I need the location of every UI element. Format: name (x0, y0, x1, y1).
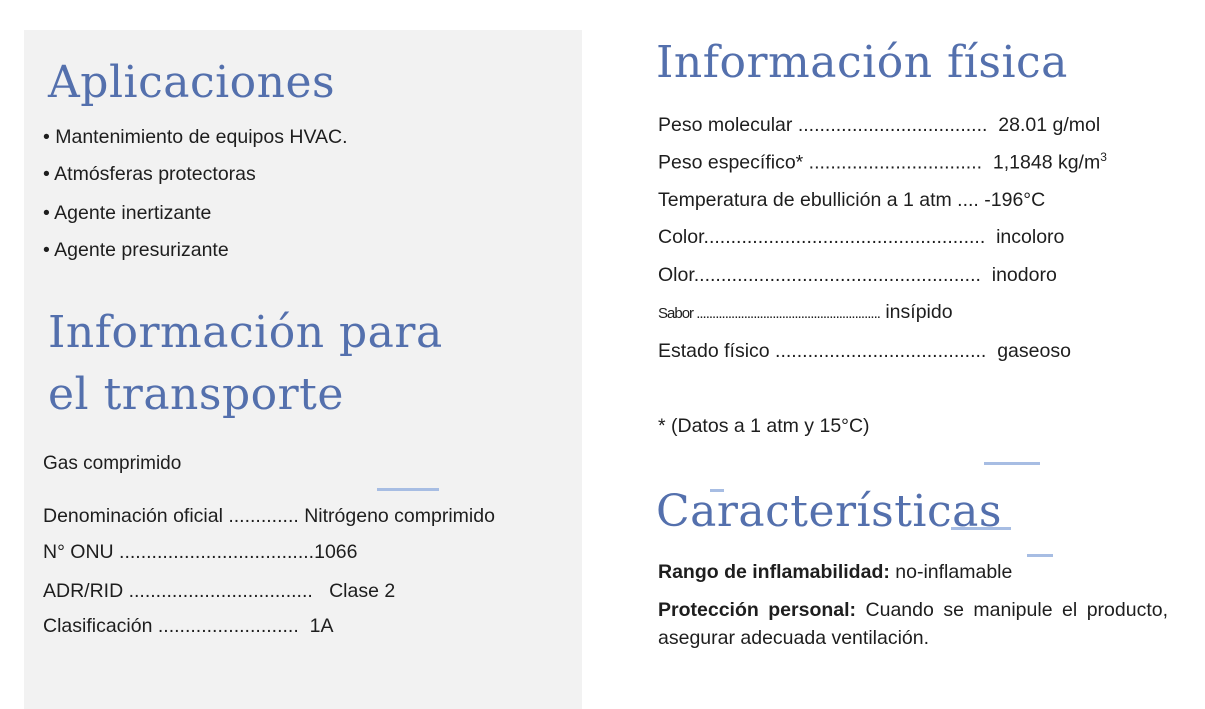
decorative-line (377, 488, 439, 491)
list-item: • Agente inertizante (43, 202, 212, 224)
transport-row: Clasificación ..........................… (43, 615, 334, 637)
transporte-heading-line2: el transporte (48, 369, 344, 420)
list-item: • Agente presurizante (43, 239, 229, 261)
physical-note: * (Datos a 1 atm y 15°C) (658, 415, 870, 437)
transport-row: Denominación oficial ............. Nitró… (43, 505, 495, 527)
physical-row: Color...................................… (658, 226, 1065, 248)
physical-row: Peso específico* .......................… (658, 150, 1107, 174)
decorative-line (984, 462, 1040, 465)
proteccion-text: Protección personal: Cuando se manipule … (658, 599, 1169, 649)
inflamabilidad-text: Rango de inflamabilidad: no-inflamable (658, 561, 1013, 583)
decorative-line (710, 489, 724, 492)
transport-row: ADR/RID ................................… (43, 580, 396, 602)
aplicaciones-heading: Aplicaciones (48, 57, 336, 108)
fisica-heading: Información física (656, 37, 1068, 88)
physical-row: Estado físico ..........................… (658, 340, 1071, 362)
physical-row: Temperatura de ebullición a 1 atm .... -… (658, 189, 1046, 211)
physical-row: Peso molecular .........................… (658, 114, 1101, 136)
decorative-line (951, 527, 1011, 530)
decorative-line (1027, 554, 1053, 557)
list-item: • Atmósferas protectoras (43, 163, 256, 185)
physical-row: Olor....................................… (658, 264, 1057, 286)
physical-row: Sabor ..................................… (658, 301, 953, 323)
caracteristicas-heading: Características (656, 486, 1002, 537)
transporte-subtitle: Gas comprimido (43, 453, 182, 474)
list-item: • Mantenimiento de equipos HVAC. (43, 126, 348, 148)
transporte-heading-line1: Información para (48, 307, 443, 358)
left-panel (24, 30, 582, 709)
transport-row: N° ONU .................................… (43, 541, 358, 563)
